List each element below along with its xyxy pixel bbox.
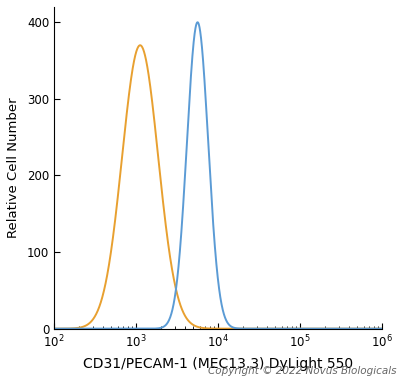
X-axis label: CD31/PECAM-1 (MEC13.3) DyLight 550: CD31/PECAM-1 (MEC13.3) DyLight 550 (83, 357, 353, 371)
Text: Copyright © 2022 Novus Biologicals: Copyright © 2022 Novus Biologicals (208, 366, 396, 376)
Y-axis label: Relative Cell Number: Relative Cell Number (7, 98, 20, 238)
